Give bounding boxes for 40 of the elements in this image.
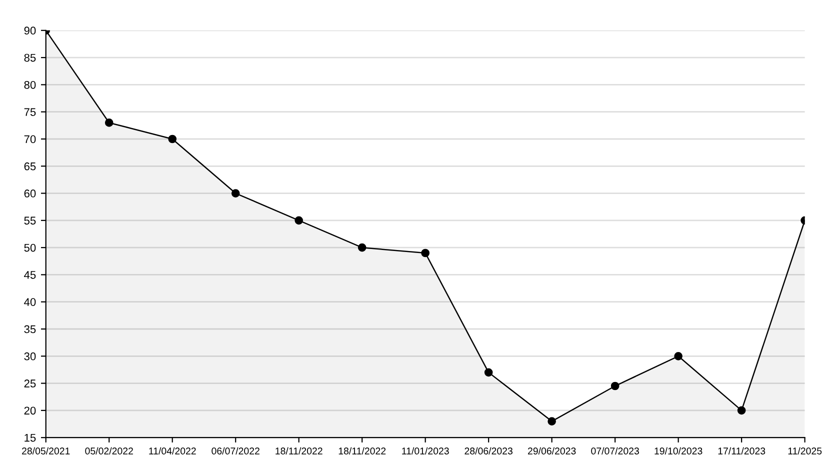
- point: [674, 352, 682, 360]
- point: [294, 216, 304, 225]
- y-tick-label: 80: [24, 80, 36, 89]
- point: [737, 406, 746, 415]
- x-tick-label: 11/01/2023: [402, 447, 449, 454]
- x-tick-label: 07/07/2023: [591, 447, 639, 454]
- x-tick-label: 06/07/2022: [212, 447, 260, 454]
- y-tick-label: 70: [24, 135, 36, 144]
- y-tick-label: 55: [24, 216, 36, 225]
- y-tick-label: 75: [24, 108, 36, 116]
- x-tick-label: 17/11/2023: [718, 447, 766, 454]
- y-tick-label: 90: [24, 26, 36, 35]
- y-tick-label: 65: [24, 162, 36, 170]
- x-tick-label: 28/06/2023: [464, 447, 512, 454]
- point: [421, 248, 430, 258]
- x-tick-label: 18/11/2022: [338, 447, 386, 454]
- x-tick-label: 29/06/2023: [528, 447, 576, 454]
- point: [231, 189, 240, 198]
- x-tick-label: 28/05/2021: [22, 447, 70, 454]
- y-tick-label: 15: [24, 434, 36, 442]
- y-tick-label: 50: [24, 244, 36, 252]
- point: [610, 382, 620, 390]
- point: [548, 417, 556, 426]
- x-tick-label: 11/04/2022: [149, 447, 196, 454]
- y-tick-label: 35: [24, 325, 36, 334]
- y-tick-label: 60: [24, 190, 36, 198]
- point: [484, 368, 493, 377]
- x-tick-label: 11/2025: [788, 447, 822, 454]
- point: [358, 243, 366, 252]
- point: [104, 118, 114, 127]
- y-tick-label: 85: [24, 54, 36, 62]
- y-tick-label: 30: [24, 352, 36, 360]
- point: [168, 134, 177, 144]
- x-tick-label: 18/11/2022: [276, 447, 322, 454]
- y-tick-label: 45: [24, 271, 36, 279]
- y-tick-label: 25: [24, 380, 36, 388]
- x-tick-label: 19/10/2023: [654, 447, 702, 454]
- y-tick-label: 20: [24, 406, 36, 415]
- y-tick-label: 40: [24, 298, 36, 306]
- x-tick-label: 05/02/2022: [85, 447, 133, 454]
